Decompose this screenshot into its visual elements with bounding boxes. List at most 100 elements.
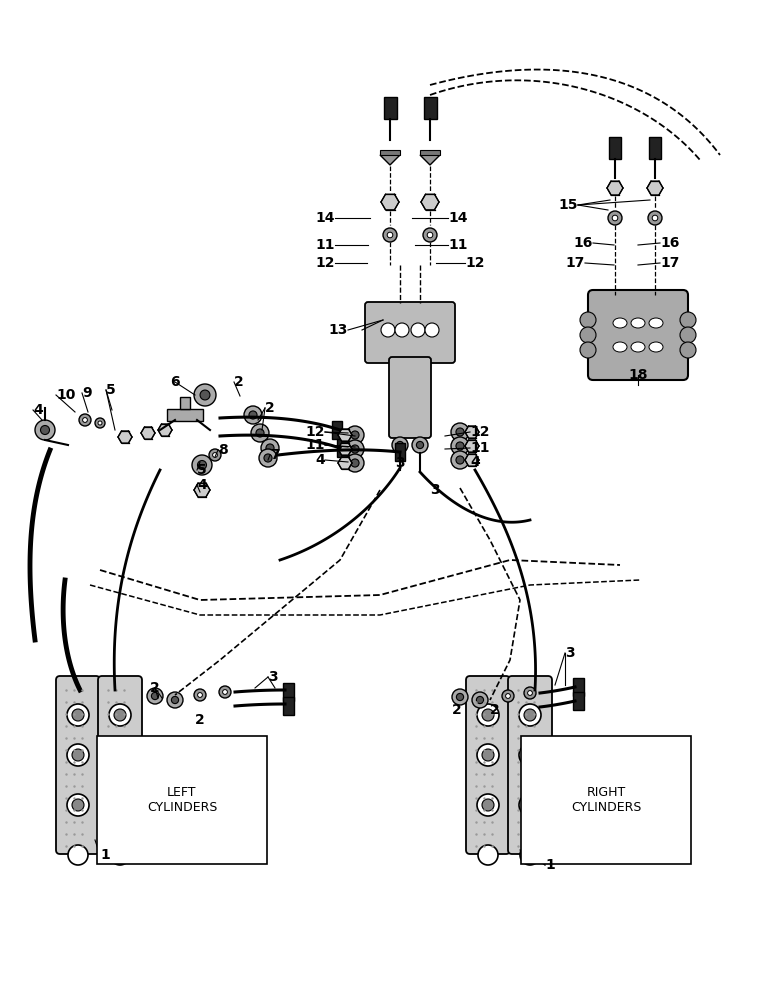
Circle shape	[35, 420, 55, 440]
Text: 18: 18	[628, 368, 648, 382]
Circle shape	[477, 794, 499, 816]
Ellipse shape	[631, 318, 645, 328]
Text: 2: 2	[234, 375, 244, 389]
Circle shape	[392, 437, 408, 453]
Polygon shape	[420, 155, 440, 165]
Circle shape	[416, 441, 424, 449]
Text: 15: 15	[558, 198, 578, 212]
Text: 12: 12	[465, 256, 485, 270]
Circle shape	[527, 691, 533, 695]
Bar	[180, 397, 190, 409]
Ellipse shape	[613, 318, 627, 328]
Polygon shape	[465, 440, 479, 452]
Circle shape	[423, 228, 437, 242]
Circle shape	[524, 799, 536, 811]
Text: 17: 17	[566, 256, 585, 270]
Text: 7: 7	[270, 448, 279, 462]
Text: 11: 11	[316, 238, 335, 252]
Text: 2: 2	[265, 401, 275, 415]
Circle shape	[341, 446, 348, 452]
Circle shape	[680, 342, 696, 358]
Circle shape	[261, 439, 279, 457]
Text: 12: 12	[306, 425, 325, 439]
Circle shape	[456, 428, 464, 436]
Text: 3: 3	[395, 456, 405, 470]
Circle shape	[40, 426, 49, 434]
Text: 12: 12	[470, 425, 489, 439]
Circle shape	[427, 232, 433, 238]
Circle shape	[476, 696, 483, 704]
Bar	[424, 97, 437, 119]
Circle shape	[192, 455, 212, 475]
Circle shape	[519, 704, 541, 726]
Text: 13: 13	[329, 323, 348, 337]
Circle shape	[171, 696, 178, 704]
Circle shape	[151, 692, 158, 700]
Text: 2: 2	[150, 681, 160, 695]
Text: 16: 16	[660, 236, 679, 250]
Bar	[337, 439, 347, 457]
Circle shape	[259, 449, 277, 467]
Circle shape	[648, 211, 662, 225]
Circle shape	[256, 429, 264, 437]
Text: 4: 4	[33, 403, 42, 417]
Circle shape	[451, 437, 469, 455]
Circle shape	[482, 749, 494, 761]
Circle shape	[198, 460, 206, 470]
Text: 3: 3	[565, 646, 574, 660]
FancyBboxPatch shape	[56, 676, 100, 854]
Bar	[420, 150, 440, 155]
Circle shape	[412, 437, 428, 453]
Circle shape	[477, 704, 499, 726]
Polygon shape	[338, 429, 352, 441]
Bar	[332, 421, 342, 439]
Text: 1: 1	[545, 858, 555, 872]
Text: 4: 4	[197, 478, 207, 492]
Text: 2: 2	[195, 713, 205, 727]
Circle shape	[451, 423, 469, 441]
Circle shape	[425, 323, 439, 337]
Text: 11: 11	[448, 238, 468, 252]
Circle shape	[67, 704, 89, 726]
Text: RIGHT
CYLINDERS: RIGHT CYLINDERS	[571, 786, 642, 814]
Circle shape	[212, 453, 218, 457]
Polygon shape	[647, 181, 663, 195]
Text: 6: 6	[170, 375, 180, 389]
Polygon shape	[465, 426, 479, 438]
Circle shape	[79, 414, 91, 426]
FancyBboxPatch shape	[588, 290, 688, 380]
Circle shape	[456, 442, 464, 450]
Bar	[167, 409, 203, 421]
Circle shape	[68, 845, 88, 865]
Circle shape	[425, 198, 435, 207]
Circle shape	[680, 327, 696, 343]
Text: 2: 2	[452, 703, 462, 717]
Circle shape	[452, 689, 468, 705]
Circle shape	[67, 744, 89, 766]
Circle shape	[219, 686, 231, 698]
Circle shape	[249, 411, 257, 419]
Circle shape	[346, 426, 364, 444]
Circle shape	[222, 690, 228, 694]
Bar	[573, 678, 584, 696]
Circle shape	[385, 198, 394, 207]
Bar	[395, 443, 405, 461]
Circle shape	[482, 709, 494, 721]
Bar	[649, 137, 661, 159]
Circle shape	[264, 454, 272, 462]
Text: 5: 5	[106, 383, 116, 397]
Circle shape	[95, 418, 105, 428]
Circle shape	[72, 749, 84, 761]
Bar	[283, 697, 294, 715]
Polygon shape	[421, 194, 439, 210]
Circle shape	[524, 709, 536, 721]
Circle shape	[341, 460, 348, 466]
Circle shape	[519, 794, 541, 816]
Text: 4: 4	[470, 455, 479, 469]
Circle shape	[456, 693, 464, 701]
Circle shape	[651, 184, 659, 192]
Circle shape	[198, 486, 206, 494]
Bar	[609, 137, 621, 159]
Circle shape	[114, 709, 126, 721]
Text: 2: 2	[490, 703, 499, 717]
